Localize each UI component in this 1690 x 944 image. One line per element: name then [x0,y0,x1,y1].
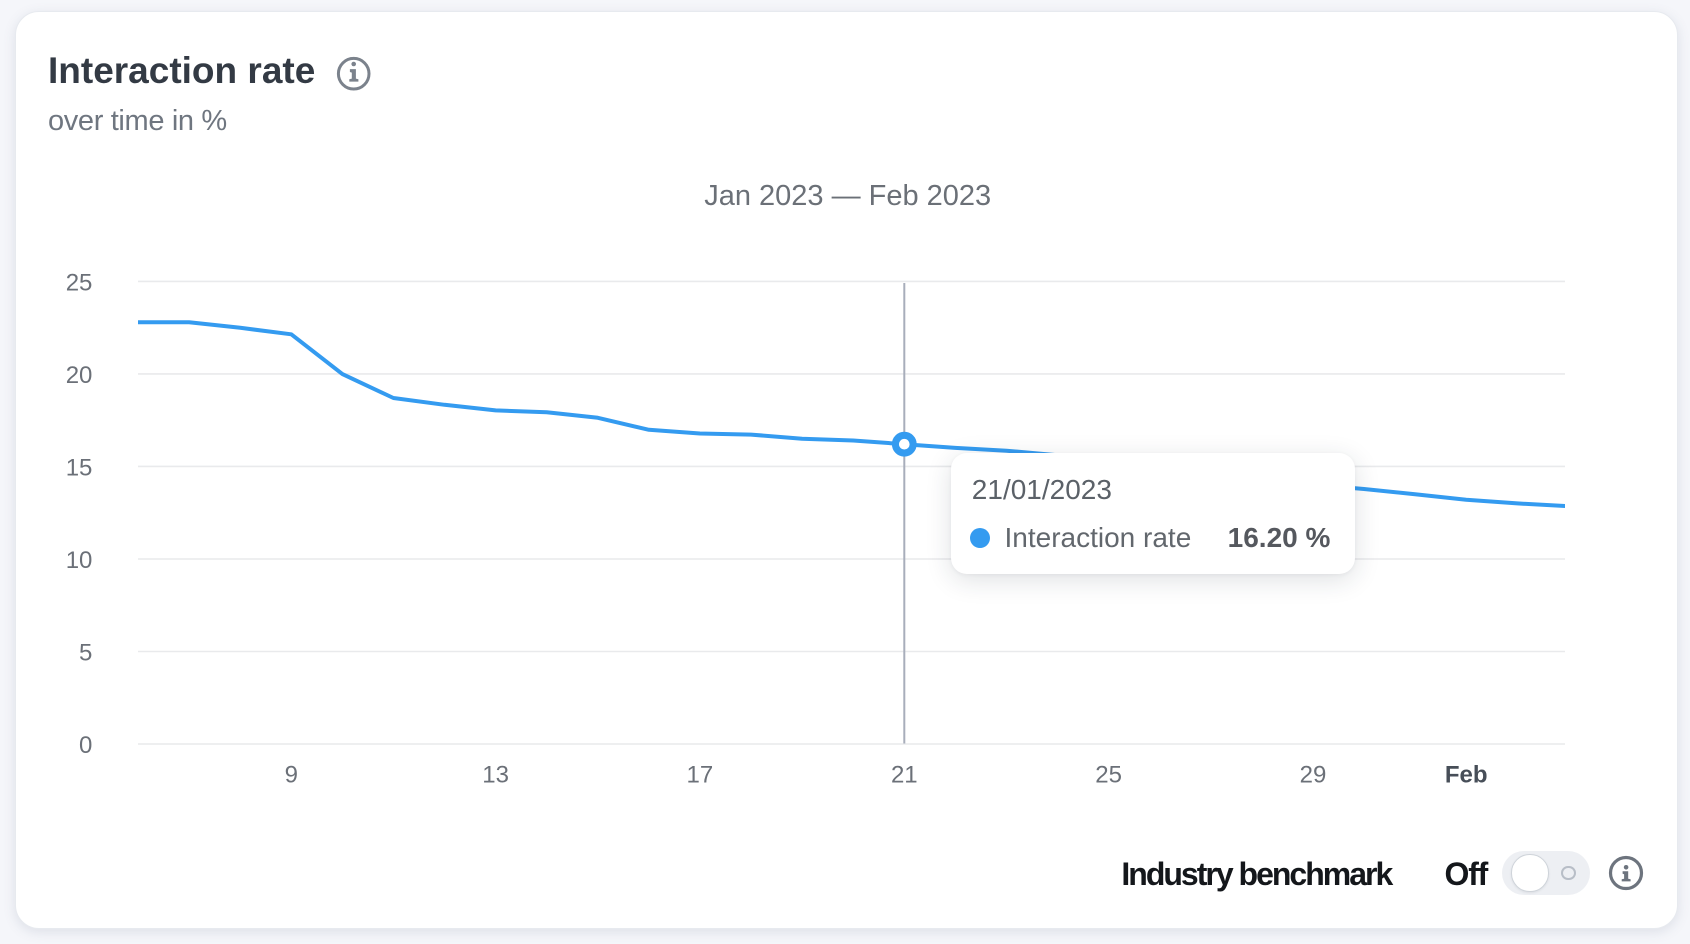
svg-text:25: 25 [1095,762,1122,789]
svg-text:10: 10 [66,547,93,574]
svg-text:29: 29 [1300,762,1327,789]
svg-text:5: 5 [79,639,92,666]
svg-text:21: 21 [891,762,918,789]
svg-text:25: 25 [66,269,93,296]
svg-text:15: 15 [66,454,93,481]
svg-text:13: 13 [482,762,509,789]
svg-text:Feb: Feb [1445,762,1488,789]
svg-text:17: 17 [687,762,714,789]
svg-text:9: 9 [285,762,298,789]
svg-text:0: 0 [79,732,92,759]
svg-text:20: 20 [66,362,93,389]
svg-text:Jan 2023 — Feb 2023: Jan 2023 — Feb 2023 [704,180,991,212]
